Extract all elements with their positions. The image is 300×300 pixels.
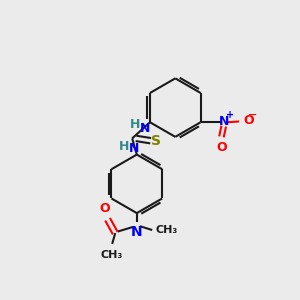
Text: N: N [131,225,142,239]
Text: H: H [130,118,140,131]
Text: N: N [140,122,150,134]
Text: S: S [151,134,161,148]
Text: −: − [248,110,258,119]
Text: O: O [216,142,227,154]
Text: +: + [226,110,234,120]
Text: CH₃: CH₃ [155,225,178,235]
Text: H: H [118,140,129,153]
Text: N: N [129,142,140,154]
Text: O: O [99,202,110,214]
Text: CH₃: CH₃ [100,250,122,260]
Text: N: N [219,115,229,128]
Text: O: O [244,114,254,127]
